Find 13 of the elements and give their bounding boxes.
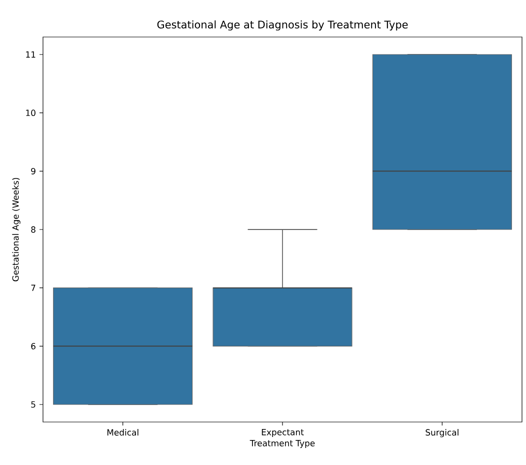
y-tick-label: 7 [31,284,36,291]
x-tick-label: Expectant [262,429,304,437]
x-tick-label: Medical [107,429,138,436]
y-tick-label: 6 [31,342,36,350]
y-tick-label: 9 [31,168,36,174]
x-axis-title: Treatment Type [250,440,315,448]
x-tick-label: Surgical [426,429,458,438]
chart-title: Gestational Age at Diagnosis by Treatment Type [157,20,408,30]
y-axis-title: Gestational Age (Weeks) [12,178,20,282]
y-tick-label: 11 [26,51,36,58]
y-tick-label: 8 [31,226,36,233]
y-tick-label: 5 [31,401,36,408]
y-tick-label: 10 [26,110,36,116]
